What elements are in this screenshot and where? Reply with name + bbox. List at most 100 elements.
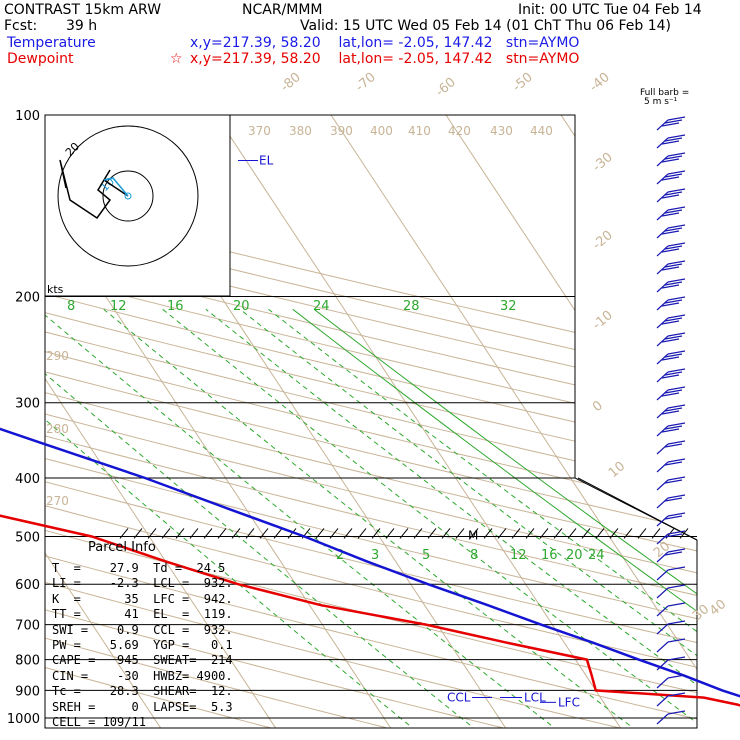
barb-flag <box>667 170 686 175</box>
barb-flag <box>667 494 686 499</box>
barb-flag <box>667 674 686 679</box>
level-hatch <box>343 528 353 539</box>
level-hatch <box>455 528 465 539</box>
mixing-ratio-label: 16 <box>167 299 184 314</box>
barb-flag <box>661 140 680 145</box>
pressure-tick-label: 100 <box>15 109 40 124</box>
wind-barb <box>656 368 686 383</box>
level-hatch <box>595 528 605 539</box>
level-hatch <box>259 528 269 539</box>
mixing-ratio-label: 12 <box>510 548 527 563</box>
barb-flag <box>667 440 686 445</box>
dewpoint-series <box>0 514 740 707</box>
melting-marker: M <box>468 528 478 542</box>
dry-adiabat-line <box>45 115 697 728</box>
lcl-marker: LCL <box>524 691 546 705</box>
wind-barb <box>656 602 686 617</box>
theta-label: 280 <box>46 422 69 436</box>
parcel-info-title: Parcel Info <box>88 540 156 555</box>
pressure-tick-label: 300 <box>15 397 40 412</box>
parcel-info-row: PW = 5.69 YGP = 0.1 <box>52 638 233 652</box>
isotherm-label: -40 <box>587 70 613 95</box>
wind-barb <box>656 566 686 581</box>
hodograph-ring <box>102 170 154 222</box>
isotherm-label: -70 <box>353 70 379 95</box>
barb-flag <box>667 584 686 589</box>
wind-barb <box>656 278 686 293</box>
barb-flag <box>667 296 686 301</box>
theta-label: 270 <box>46 494 69 508</box>
mixing-ratio-label: 3 <box>371 548 379 563</box>
barb-shaft <box>656 389 669 401</box>
level-hatch <box>175 528 185 539</box>
barb-flag <box>667 602 686 607</box>
temperature-series <box>0 427 740 698</box>
parcel-info-row: CIN = -30 HWBZ= 4900. <box>52 668 233 683</box>
wind-barbs: Full barb =5 m s⁻¹ <box>640 88 689 725</box>
barb-flag <box>661 374 680 379</box>
barb-shaft <box>656 623 669 635</box>
barb-flag <box>667 404 686 409</box>
theta-label: 410 <box>408 124 431 138</box>
mixing-ratio-label: 12 <box>110 299 127 314</box>
pressure-lines <box>44 114 698 729</box>
isotherm-label: -60 <box>433 75 459 100</box>
barb-flag <box>664 155 683 160</box>
barb-flag <box>661 194 680 199</box>
level-hatch <box>469 528 479 539</box>
barb-flag <box>667 206 686 211</box>
barb-flag <box>664 515 683 520</box>
barb-shaft <box>656 173 669 185</box>
barb-flag <box>664 407 683 412</box>
dry-adiabat-line <box>45 115 282 728</box>
barb-shaft <box>656 245 669 257</box>
model-title: CONTRAST 15km ARW <box>4 2 162 18</box>
isotherm-line <box>312 115 697 728</box>
barb-flag <box>664 371 683 376</box>
barb-shaft <box>656 533 669 545</box>
barb-flag <box>664 119 683 124</box>
parcel-info-row: SWI = 0.9 CCL = 932. <box>52 622 233 637</box>
level-hatch <box>581 528 591 539</box>
dewpoint-station-info: x,y=217.39, 58.20 lat,lon= -2.05, 147.42… <box>190 51 580 67</box>
level-hatch <box>399 528 409 539</box>
barb-flag <box>664 389 683 394</box>
level-hatch <box>245 528 255 539</box>
mixing-ratio-lines <box>45 308 697 728</box>
barb-flag <box>661 158 680 163</box>
barb-flag <box>667 350 686 355</box>
barb-flag <box>667 512 686 517</box>
isotherm-line <box>45 115 163 728</box>
dry-adiabat-line <box>45 115 399 728</box>
dry-adiabat-line <box>45 115 632 728</box>
level-hatch <box>413 528 423 539</box>
barb-shaft <box>656 551 669 563</box>
mixing-ratio-label: 16 <box>541 548 558 563</box>
barb-shaft <box>656 281 669 293</box>
pressure-tick-label: 700 <box>15 619 40 634</box>
parcel-info-row: CAPE = 945 SWEAT= 214 <box>52 653 233 668</box>
barb-flag <box>664 479 683 484</box>
barb-flag <box>664 497 683 502</box>
level-hatch <box>511 528 521 539</box>
wind-barb <box>656 206 686 221</box>
barb-flag <box>664 173 683 178</box>
barb-flag <box>667 278 686 283</box>
barb-shaft <box>656 695 669 707</box>
wind-barb <box>656 170 686 185</box>
barb-flag <box>664 335 683 340</box>
barb-flag <box>667 188 686 193</box>
pressure-tick-label: 900 <box>15 684 40 699</box>
barb-flag <box>661 212 680 217</box>
lfc-marker: LFC <box>558 695 580 709</box>
barb-flag <box>667 566 686 571</box>
wind-barb <box>656 296 686 311</box>
isotherm-label: -80 <box>278 70 304 95</box>
dry-adiabat-line <box>45 115 697 728</box>
isotherm-line <box>45 115 278 728</box>
mixing-ratio-line <box>45 308 417 728</box>
barb-shaft <box>656 659 669 671</box>
parcel-info-row: Tc = 28.3 SHEAR= 12. <box>52 684 233 699</box>
wind-barb <box>656 530 686 545</box>
